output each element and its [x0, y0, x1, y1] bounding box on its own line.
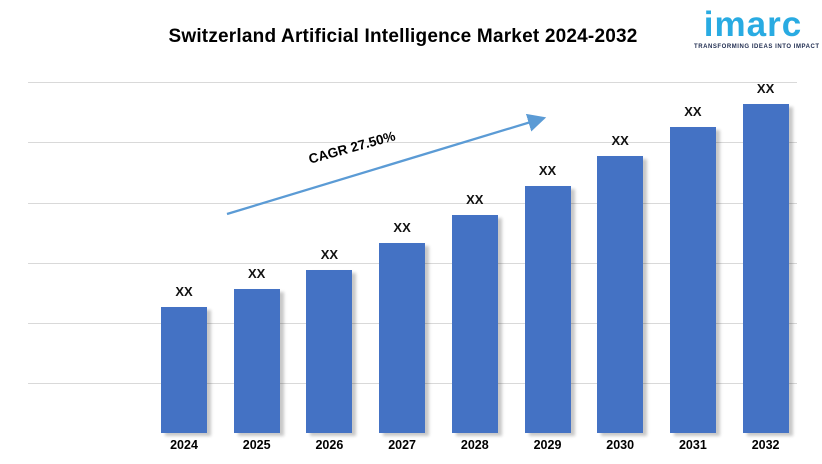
bar-2026 — [306, 270, 353, 433]
x-axis-label-2029: 2029 — [533, 438, 562, 452]
bar-2030 — [597, 156, 644, 433]
imarc-logo: imarc TRANSFORMING IDEAS INTO IMPACT — [694, 5, 820, 51]
x-axis-label-2032: 2032 — [751, 438, 780, 452]
chart-title: Switzerland Artificial Intelligence Mark… — [168, 26, 638, 47]
bar-value-label-2029: XX — [538, 163, 557, 178]
x-axis-label-2025: 2025 — [242, 438, 271, 452]
gridline — [28, 82, 797, 83]
logo-tagline: TRANSFORMING IDEAS INTO IMPACT — [694, 44, 820, 50]
bar-value-label-2031: XX — [684, 104, 702, 119]
x-axis-label-2030: 2030 — [606, 438, 635, 452]
bar-value-label-2026: XX — [320, 247, 339, 262]
bar-value-label-2025: XX — [248, 266, 266, 281]
bar-value-label-2030: XX — [611, 133, 629, 148]
bar-value-label-2024: XX — [175, 284, 193, 299]
bar-2029 — [524, 186, 571, 433]
x-axis-label-2026: 2026 — [315, 438, 344, 452]
bar-value-label-2032: XX — [756, 81, 775, 96]
bar-value-label-2028: XX — [466, 192, 484, 207]
logo-brand-text: imarc — [703, 5, 803, 44]
bar-2027 — [379, 243, 426, 433]
bar-2024 — [161, 307, 207, 433]
bar-2032 — [742, 104, 789, 433]
x-axis-label-2028: 2028 — [460, 438, 489, 452]
bar-2031 — [669, 127, 716, 433]
x-axis-label-2031: 2031 — [678, 438, 707, 452]
x-axis-label-2027: 2027 — [388, 438, 416, 452]
bar-2028 — [451, 215, 498, 433]
bar-2025 — [233, 289, 280, 433]
x-axis-label-2024: 2024 — [170, 438, 198, 452]
cagr-annotation: CAGR 27.50% — [306, 128, 398, 167]
bar-value-label-2027: XX — [393, 220, 411, 235]
